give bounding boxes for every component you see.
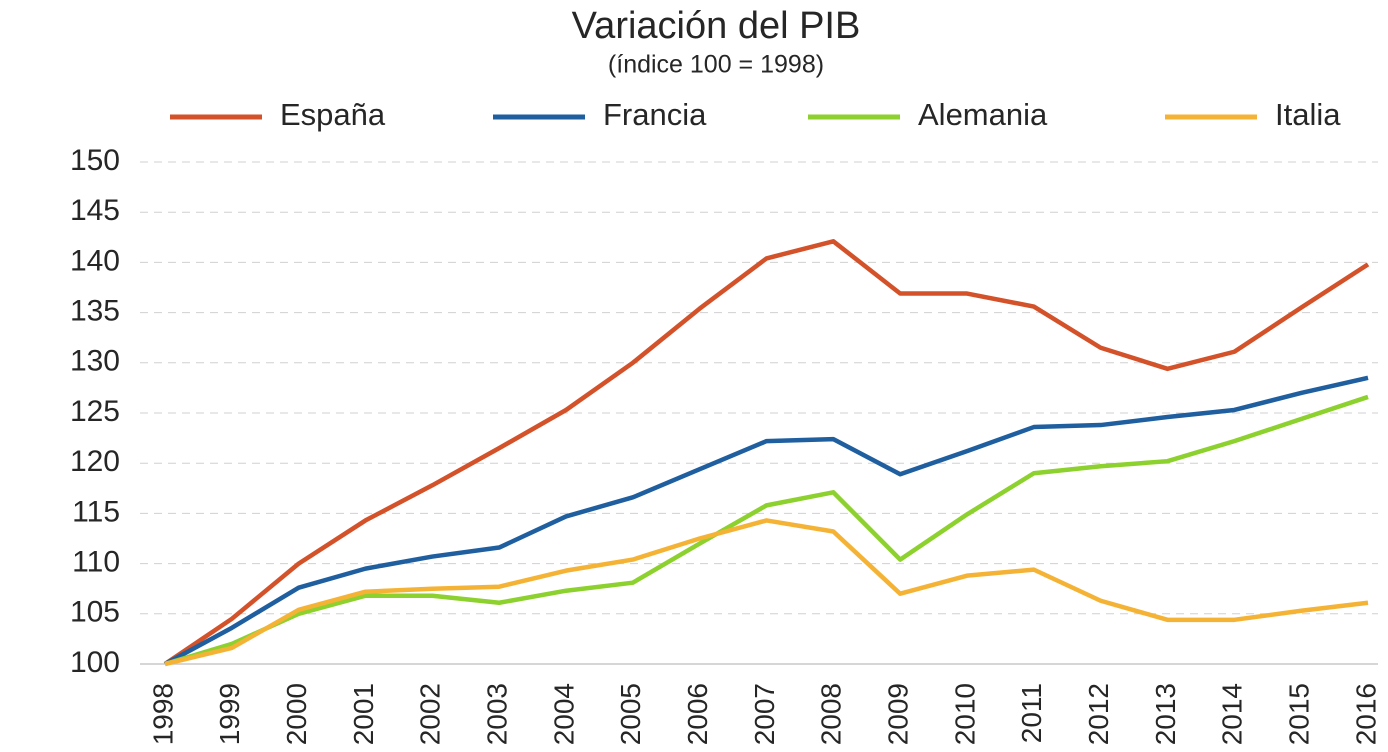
x-tick-label: 2016: [1350, 683, 1381, 745]
legend-label: España: [280, 97, 386, 132]
series-line: [163, 239, 1370, 666]
x-tick-label: 2001: [348, 683, 379, 745]
legend-label: Alemania: [918, 97, 1048, 132]
y-tick-label: 120: [70, 445, 120, 478]
y-tick-label: 110: [72, 546, 120, 579]
x-tick-label: 1999: [214, 683, 245, 745]
x-tick-label: 2010: [949, 683, 980, 745]
legend-label: Italia: [1275, 97, 1341, 132]
y-tick-label: 105: [70, 596, 120, 629]
y-tick-label: 130: [70, 345, 120, 378]
y-tick-label: 135: [70, 295, 120, 328]
series-line: [164, 394, 1369, 667]
x-tick-label: 2007: [749, 683, 780, 745]
x-tick-label: 2012: [1083, 683, 1114, 745]
legend-label: Francia: [603, 97, 707, 132]
x-tick-label: 2011: [1016, 683, 1047, 743]
x-tick-label: 2004: [548, 683, 579, 745]
x-tick-label: 2002: [415, 683, 446, 745]
y-tick-label: 150: [70, 144, 120, 177]
chart-title: Variación del PIB: [572, 5, 861, 47]
y-tick-label: 115: [72, 495, 120, 528]
x-tick-label: 2008: [816, 683, 847, 745]
x-tick-label: 2005: [615, 683, 646, 745]
x-tick-label: 2013: [1150, 683, 1181, 745]
y-tick-label: 125: [70, 395, 120, 428]
series-line: [164, 518, 1369, 667]
chart-subtitle: (índice 100 = 1998): [608, 51, 824, 79]
x-tick-label: 2000: [281, 683, 312, 745]
x-tick-label: 2006: [682, 683, 713, 745]
x-tick-label: 2014: [1217, 683, 1248, 745]
y-tick-label: 145: [70, 194, 120, 227]
x-tick-label: 2009: [883, 683, 914, 745]
x-tick-label: 2003: [482, 683, 513, 745]
x-tick-label: 1998: [147, 683, 178, 745]
y-tick-label: 140: [70, 244, 120, 277]
series-line: [163, 375, 1369, 666]
y-tick-label: 100: [70, 646, 120, 679]
x-tick-label: 2015: [1284, 683, 1315, 745]
